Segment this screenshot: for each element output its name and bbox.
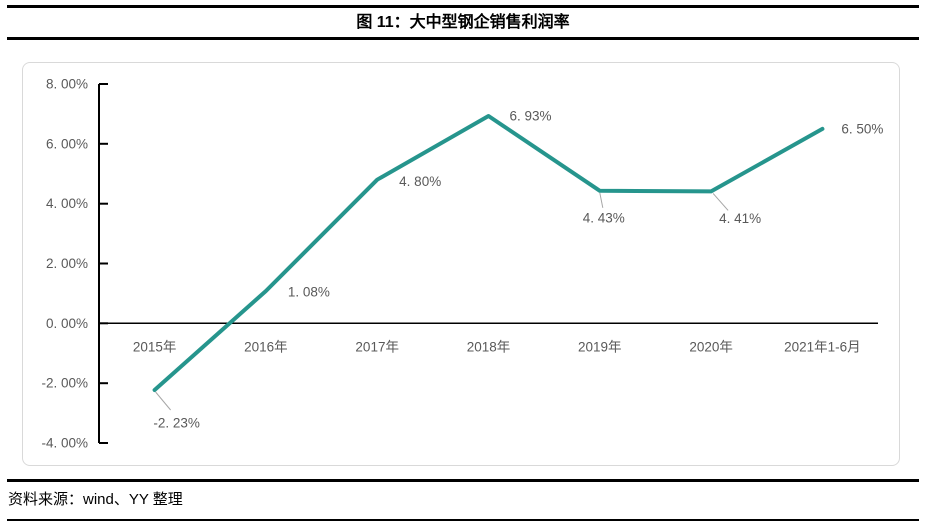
figure-title: 图 11：大中型钢企销售利润率	[356, 14, 570, 31]
data-point-label: 4. 43%	[583, 210, 625, 225]
label-leader-line	[712, 193, 729, 211]
x-tick-label: 2018年	[467, 340, 511, 355]
data-point-label: 6. 93%	[509, 109, 551, 124]
x-tick-label: 2017年	[355, 340, 399, 355]
y-tick-label: 6. 00%	[46, 136, 88, 151]
y-tick-label: -2. 00%	[41, 376, 88, 391]
label-leader-line	[599, 192, 604, 208]
source-note: 资料来源：wind、YY 整理	[8, 491, 183, 508]
series-line	[152, 114, 825, 392]
y-tick-label: 4. 00%	[46, 196, 88, 211]
x-tick-label: 2016年	[244, 340, 288, 355]
y-tick-label: 8. 00%	[46, 77, 88, 92]
top-divider	[7, 5, 919, 8]
x-tick-label: 2020年	[689, 340, 733, 355]
label-leader-line	[155, 391, 171, 411]
data-point-label: 1. 08%	[288, 285, 330, 300]
x-tick-label: 2021年1-6月	[784, 340, 861, 355]
source-divider	[7, 479, 919, 482]
data-point-label: 4. 41%	[719, 211, 761, 226]
x-tick-label: 2015年	[133, 340, 177, 355]
chart-panel	[22, 62, 900, 466]
data-point-label: 4. 80%	[399, 174, 441, 189]
y-tick-label: 0. 00%	[46, 316, 88, 331]
data-point-label: -2. 23%	[153, 416, 200, 431]
y-tick-label: -4. 00%	[41, 436, 88, 451]
x-tick-label: 2019年	[578, 340, 622, 355]
y-tick-label: 2. 00%	[46, 256, 88, 271]
bottom-divider	[7, 519, 919, 521]
data-point-label: 6. 50%	[841, 121, 883, 136]
title-divider	[7, 37, 919, 40]
